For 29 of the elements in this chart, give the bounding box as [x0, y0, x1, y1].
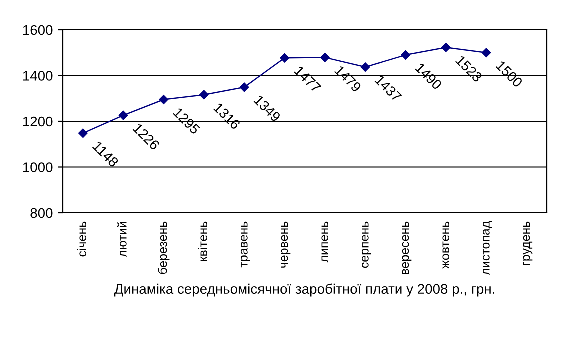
point — [320, 53, 330, 62]
point — [118, 110, 128, 120]
point — [360, 62, 370, 72]
x-tick-label: квітень — [198, 222, 208, 262]
point — [159, 95, 168, 104]
x-tick-label: липень — [322, 222, 329, 263]
x-tick-label: червень — [281, 222, 291, 268]
y-tick-label: 1600 — [23, 25, 53, 36]
point — [442, 42, 451, 52]
y-tick-label: 1000 — [23, 162, 53, 172]
x-tick-label: листопад — [483, 222, 492, 276]
y-tick-label: 1400 — [23, 71, 53, 81]
x-tick-label: лютий — [117, 222, 127, 258]
x-tick-label: березень — [158, 222, 170, 274]
point — [280, 54, 290, 63]
point — [482, 48, 492, 58]
x-tick-label: серпень — [362, 222, 372, 268]
point — [401, 50, 410, 60]
x-tick-label: травень — [241, 222, 250, 268]
y-tick-label: 800 — [30, 208, 53, 218]
x-tick-label: січень — [77, 222, 87, 257]
point — [200, 90, 209, 100]
x-tick-label: жовтень — [442, 222, 450, 269]
point — [78, 128, 88, 138]
x-axis-title: Динаміка середньомісячної заробітної плати у 2008 р., грн. — [114, 284, 494, 297]
x-tick-label: грудень — [523, 222, 533, 266]
y-tick-label: 1200 — [23, 116, 53, 127]
point — [240, 82, 250, 92]
x-tick-label: вересень — [402, 222, 412, 274]
